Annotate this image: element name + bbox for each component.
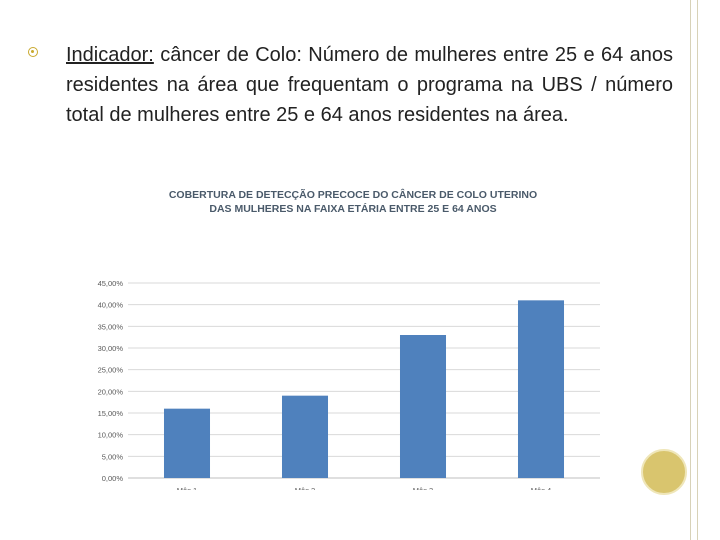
y-tick-label: 25,00%	[98, 366, 124, 375]
bullet-text: Indicador: câncer de Colo: Número de mul…	[66, 40, 673, 130]
y-tick-label: 0,00%	[102, 474, 124, 483]
bullet-body: câncer de Colo: Número de mulheres entre…	[66, 44, 673, 126]
bar-1	[163, 408, 211, 478]
y-tick-label: 35,00%	[98, 322, 124, 331]
bar-4	[517, 300, 565, 478]
chart-bars	[163, 300, 565, 478]
bullet-ring-icon	[28, 47, 38, 57]
x-tick-label: Mês 3	[413, 486, 433, 490]
slide-frame-border	[690, 0, 698, 540]
x-tick-label: Mês 2	[295, 486, 315, 490]
x-axis-ticks: Mês 1 Mês 2 Mês 3 Mês 4	[177, 486, 551, 490]
chart-title-line: DAS MULHERES NA FAIXA ETÁRIA ENTRE 25 E …	[209, 202, 496, 215]
bullet-lead: Indicador:	[66, 44, 154, 66]
bullet-point: Indicador: câncer de Colo: Número de mul…	[28, 40, 673, 130]
y-tick-label: 5,00%	[102, 452, 124, 461]
y-tick-label: 15,00%	[98, 409, 124, 418]
chart-title-line: COBERTURA DE DETECÇÃO PRECOCE DO CÂNCER …	[169, 188, 537, 201]
y-tick-label: 30,00%	[98, 344, 124, 353]
y-tick-label: 10,00%	[98, 431, 124, 440]
x-tick-label: Mês 1	[177, 486, 197, 490]
bar-3	[399, 335, 447, 478]
y-tick-label: 20,00%	[98, 387, 124, 396]
bar-2	[281, 395, 329, 478]
y-tick-label: 40,00%	[98, 301, 124, 310]
coverage-bar-chart: COBERTURA DE DETECÇÃO PRECOCE DO CÂNCER …	[98, 188, 600, 490]
x-tick-label: Mês 4	[531, 486, 551, 490]
y-tick-label: 45,00%	[98, 279, 124, 288]
decorative-circle	[641, 449, 687, 495]
chart-title: COBERTURA DE DETECÇÃO PRECOCE DO CÂNCER …	[169, 188, 537, 215]
y-axis-ticks: 0,00% 5,00% 10,00% 15,00% 20,00% 25,00% 30,00%…	[98, 279, 124, 483]
